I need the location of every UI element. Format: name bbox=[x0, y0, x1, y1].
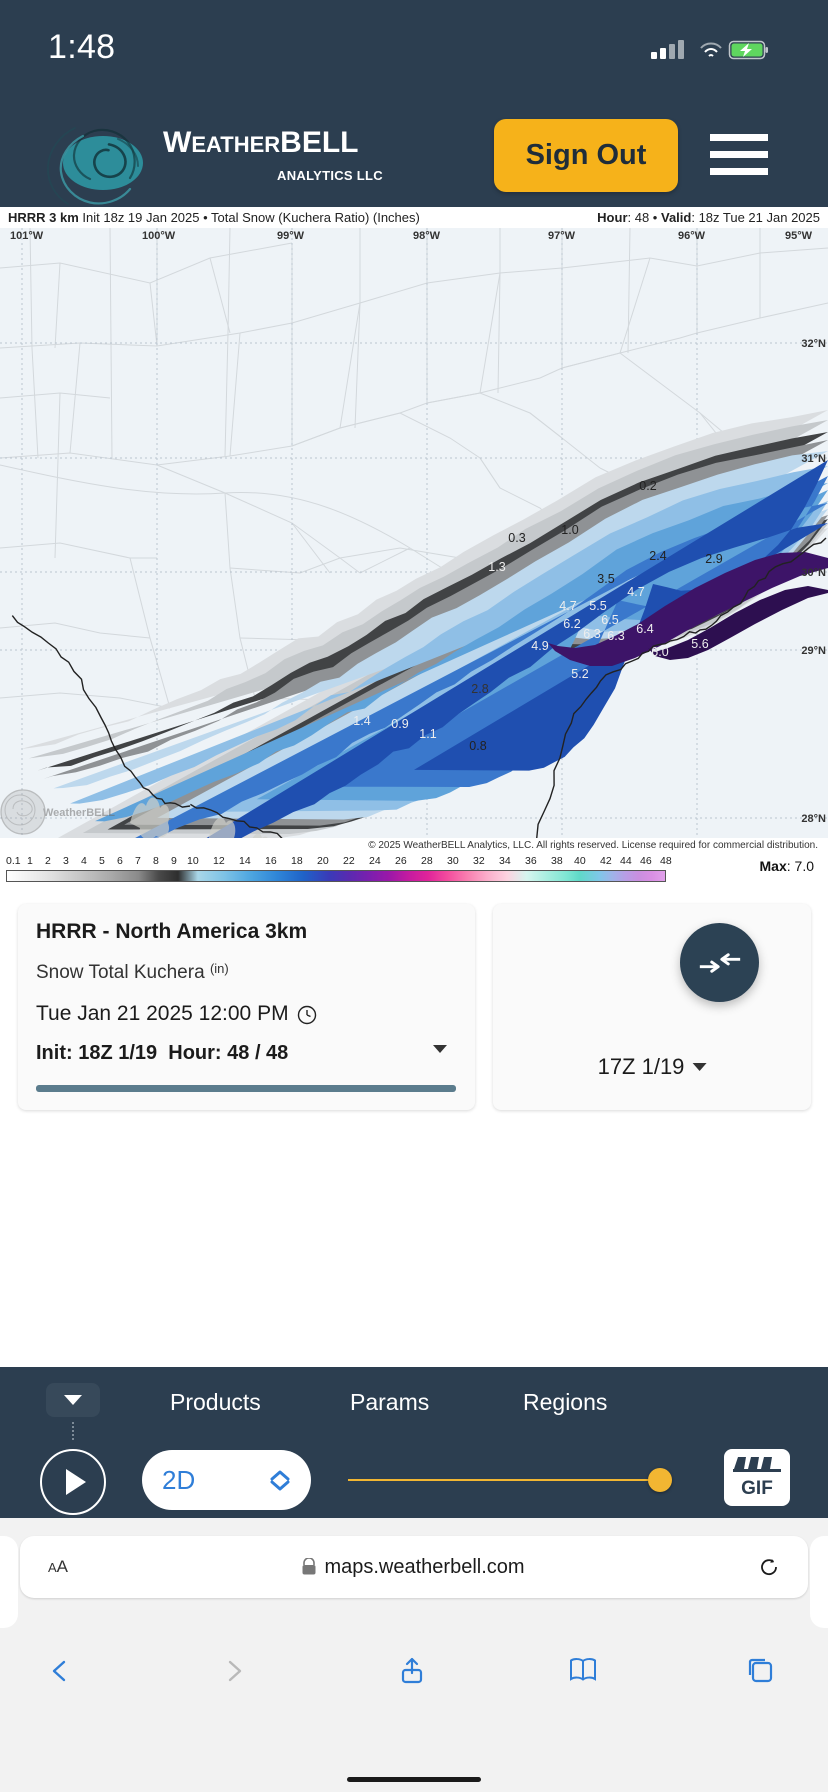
svg-text:30°N: 30°N bbox=[801, 567, 826, 579]
svg-text:3.5: 3.5 bbox=[597, 572, 614, 586]
svg-text:4.9: 4.9 bbox=[531, 639, 548, 653]
svg-text:0.8: 0.8 bbox=[469, 739, 486, 753]
svg-text:98°W: 98°W bbox=[413, 230, 441, 242]
svg-text:0.3: 0.3 bbox=[508, 531, 525, 545]
svg-text:6.3: 6.3 bbox=[607, 629, 624, 643]
svg-text:6.5: 6.5 bbox=[601, 613, 618, 627]
svg-text:101°W: 101°W bbox=[10, 230, 44, 242]
svg-text:2.9: 2.9 bbox=[705, 552, 722, 566]
svg-text:6.3: 6.3 bbox=[583, 627, 600, 641]
svg-text:4.7: 4.7 bbox=[559, 599, 576, 613]
svg-text:4.7: 4.7 bbox=[627, 585, 644, 599]
svg-text:0.9: 0.9 bbox=[391, 717, 408, 731]
svg-text:28°N: 28°N bbox=[801, 813, 826, 825]
svg-text:32°N: 32°N bbox=[801, 338, 826, 350]
svg-text:97°W: 97°W bbox=[548, 230, 576, 242]
svg-text:95°W: 95°W bbox=[785, 230, 813, 242]
svg-text:WeatherBELL: WeatherBELL bbox=[43, 807, 115, 819]
svg-text:96°W: 96°W bbox=[678, 230, 706, 242]
svg-text:100°W: 100°W bbox=[142, 230, 176, 242]
svg-text:31°N: 31°N bbox=[801, 453, 826, 465]
svg-text:1.1: 1.1 bbox=[419, 727, 436, 741]
svg-text:2.8: 2.8 bbox=[471, 682, 488, 696]
svg-text:1.4: 1.4 bbox=[353, 714, 370, 728]
svg-text:5.5: 5.5 bbox=[589, 599, 606, 613]
svg-text:5.6: 5.6 bbox=[691, 637, 708, 651]
svg-text:1.0: 1.0 bbox=[561, 523, 578, 537]
svg-text:GIF: GIF bbox=[741, 1478, 773, 1499]
svg-text:99°W: 99°W bbox=[277, 230, 305, 242]
svg-text:29°N: 29°N bbox=[801, 645, 826, 657]
svg-text:2.4: 2.4 bbox=[649, 549, 666, 563]
svg-text:6.2: 6.2 bbox=[563, 617, 580, 631]
svg-text:6.0: 6.0 bbox=[651, 645, 668, 659]
svg-text:1.3: 1.3 bbox=[488, 560, 505, 574]
svg-text:6.4: 6.4 bbox=[636, 622, 653, 636]
svg-text:5.2: 5.2 bbox=[571, 667, 588, 681]
svg-text:0.2: 0.2 bbox=[639, 479, 656, 493]
